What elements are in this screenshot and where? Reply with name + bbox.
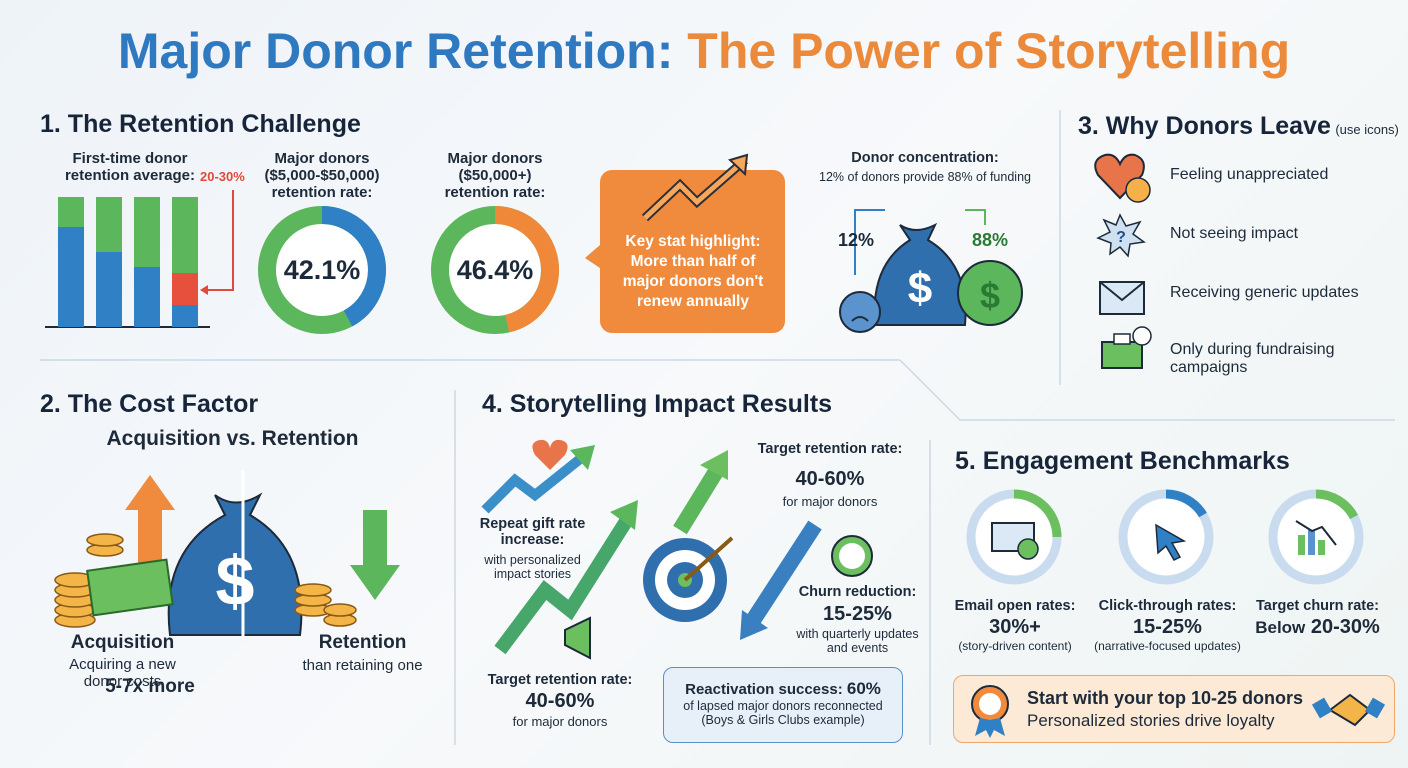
churn-value: 15-25% <box>823 603 892 625</box>
highlight-text: Key stat highlight: More than half of ma… <box>622 233 764 311</box>
donut-arc <box>431 206 559 334</box>
donut-label: Major donors ($50,000+) retention rate: <box>444 150 546 201</box>
benchmark-value: 20-30% <box>1310 616 1380 638</box>
reactivation-title: Reactivation success: <box>685 681 843 698</box>
money-bag-icon: $ $ <box>839 209 1023 333</box>
concentration-right: 88% <box>972 230 1009 250</box>
benchmark-title: Click-through rates: <box>1098 598 1237 614</box>
benchmark-value: 15-25% <box>1133 616 1202 638</box>
target-title: Target retention rate: <box>757 441 903 457</box>
donut-arc <box>258 206 386 334</box>
section-heading: 2. The Cost Factor <box>40 390 259 418</box>
repeat-gift-note: with personalized impact stories <box>484 553 581 581</box>
section-heading: 5. Engagement Benchmarks <box>955 447 1290 475</box>
target-note: for major donors <box>782 494 878 509</box>
first-time-range: 20-30% <box>200 169 245 184</box>
svg-text:$: $ <box>908 264 932 313</box>
benchmark-title: Target churn rate: <box>1255 598 1379 614</box>
benchmark-line: Below 20-30% <box>1240 616 1395 639</box>
reason: Not seeing impact <box>1170 225 1299 242</box>
callout-text: Personalized stories drive loyalty <box>1027 711 1275 730</box>
section-note: (use icons) <box>1335 122 1399 137</box>
repeat-gift-title: Repeat gift rate increase: <box>479 516 586 548</box>
section-header: 3. Why Donors Leave (use icons) <box>1078 112 1399 141</box>
cost-illustration: $ <box>54 470 400 638</box>
benchmark-note: (narrative-focused updates) <box>1094 639 1241 653</box>
title-lead: Major Donor Retention: <box>117 23 674 79</box>
donut-label: Major donors ($5,000-$50,000) retention … <box>264 150 380 201</box>
concentration-title: Donor concentration: <box>851 150 999 166</box>
benchmark-prefix: Below <box>1255 618 1306 637</box>
reactivation-note: of lapsed major donors reconnected <box>683 699 883 713</box>
benchmark-title: Email open rates: <box>954 598 1076 614</box>
donut-value: 42.1% <box>283 255 361 285</box>
retention-text: than retaining one <box>302 657 423 674</box>
section-heading: 3. Why Donors Leave <box>1078 112 1331 140</box>
acquisition-title: Acquisition <box>70 632 175 653</box>
reason: Feeling unappreciated <box>1170 166 1329 183</box>
target-value: 40-60% <box>525 690 595 712</box>
cost-subtitle: Acquisition vs. Retention <box>106 427 359 450</box>
callout-title: Start with your top 10-25 donors <box>1027 688 1304 708</box>
reactivation-value: 60% <box>846 679 881 698</box>
benchmark-value: 30%+ <box>989 616 1041 638</box>
retention-title: Retention <box>318 632 407 653</box>
target-note: for major donors <box>512 714 608 729</box>
churn-title: Churn reduction: <box>798 584 917 600</box>
concentration-left: 12% <box>838 230 875 250</box>
first-time-label: First-time donor retention average: <box>64 150 196 184</box>
svg-text:?: ? <box>1116 229 1126 246</box>
svg-text:$: $ <box>980 275 1000 316</box>
benchmark-note: (story-driven content) <box>958 639 1072 653</box>
highlight-box <box>585 153 785 333</box>
svg-text:$: $ <box>216 542 255 620</box>
target-value: 40-60% <box>795 468 865 490</box>
title: Major Donor Retention: The Power of Stor… <box>0 22 1408 80</box>
target-title: Target retention rate: <box>487 672 633 688</box>
churn-note: with quarterly updates and events <box>796 627 919 655</box>
title-accent: The Power of Storytelling <box>687 23 1291 79</box>
reactivation-line: Reactivation success: 60% <box>664 679 902 699</box>
acquisition-text: Acquiring a new donor costs <box>69 656 176 690</box>
concentration-subtitle: 12% of donors provide 88% of funding <box>819 170 1031 184</box>
acquisition-emphasis: 5-7x more <box>105 676 195 697</box>
callout-icons <box>971 685 1386 738</box>
reason: Receiving generic updates <box>1170 284 1359 301</box>
benchmark-rings <box>966 489 1364 585</box>
bar-illustration <box>45 190 234 328</box>
section-heading: 1. The Retention Challenge <box>40 110 361 138</box>
section-heading: 4. Storytelling Impact Results <box>482 390 833 418</box>
reactivation-example: (Boys & Girls Clubs example) <box>701 713 865 727</box>
reason-icons: ? <box>1094 153 1152 369</box>
reactivation-box: Reactivation success: 60% of lapsed majo… <box>663 667 903 743</box>
donut-value: 46.4% <box>456 255 534 285</box>
reason: Only during fundraising campaigns <box>1170 341 1335 376</box>
storytelling-illustration <box>481 439 873 660</box>
